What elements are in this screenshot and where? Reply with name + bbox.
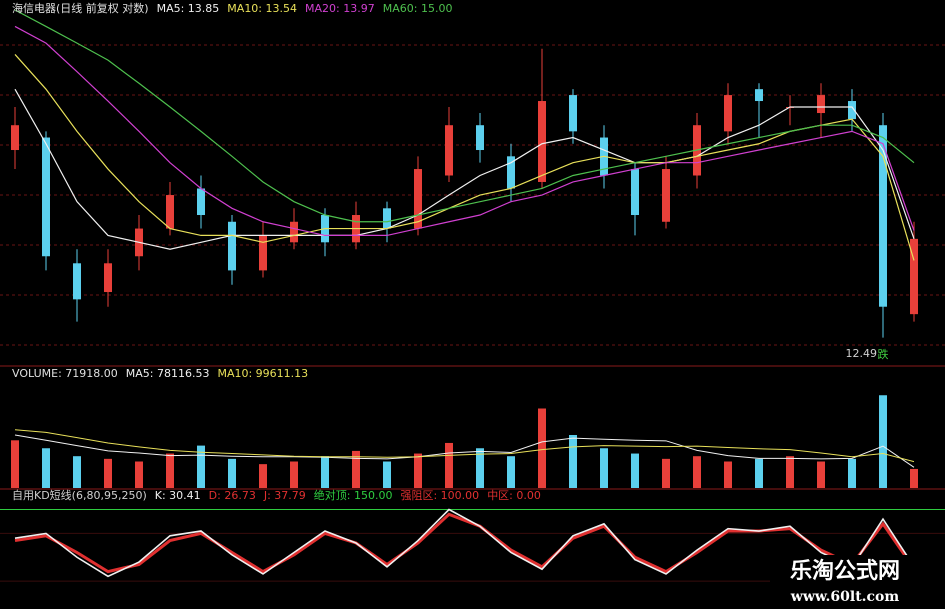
header: 海信电器(日线 前复权 对数) MA5: 13.85 MA10: 13.54 MA20… — [12, 1, 452, 15]
stock-title: 海信电器(日线 前复权 对数) — [12, 1, 149, 15]
volume-bar — [445, 442, 453, 488]
ma-legend: MA60: 15.00 — [383, 2, 453, 15]
volume-bar — [476, 448, 484, 488]
candle-body — [414, 169, 422, 229]
candle-body — [631, 169, 639, 216]
candle-body — [104, 263, 112, 293]
header: 自用KD短线(6,80,95,250) K: 30.41 D: 26.73 J: 37… — [12, 488, 541, 502]
level-legend: 绝对顶: 150.00 — [314, 488, 393, 502]
ma-line — [14, 25, 915, 237]
volume-bar — [755, 458, 763, 488]
candle-body — [42, 137, 50, 257]
volume-bar — [352, 450, 360, 488]
volume-bar — [290, 461, 298, 488]
volume-ma-line — [14, 434, 915, 468]
volume-bar — [786, 456, 794, 488]
volume-bar — [11, 440, 19, 488]
candle-body — [848, 101, 856, 120]
candle-body — [755, 89, 763, 102]
candle-body — [724, 95, 732, 132]
candle-body — [662, 169, 670, 222]
volume-ma-legend: MA5: 78116.53 — [126, 367, 210, 380]
volume-bar — [724, 461, 732, 488]
kd-legend: D: 26.73 — [209, 489, 256, 502]
volume-bar — [197, 445, 205, 488]
volume-ma-line — [14, 429, 915, 463]
volume-bar — [538, 408, 546, 488]
candle-body — [228, 221, 236, 271]
candle-body — [507, 156, 515, 189]
volume-bar — [662, 458, 670, 488]
ma-line — [14, 9, 915, 223]
volume-bar — [848, 458, 856, 488]
candle-body — [73, 263, 81, 300]
candle-body — [290, 221, 298, 243]
kd-legend: K: 30.41 — [155, 489, 201, 502]
volume-bar — [910, 468, 918, 488]
volume-ma-legend: MA10: 99611.13 — [217, 367, 308, 380]
watermark-box — [770, 555, 945, 609]
candle-body — [445, 125, 453, 176]
volume-bar — [569, 435, 577, 488]
level-legend: 强阻区: 100.00 — [400, 489, 479, 502]
volume-bar — [228, 458, 236, 488]
watermark-url: www.60lt.com — [790, 589, 900, 605]
ma-legend: MA5: 13.85 — [157, 2, 220, 15]
volume-bar — [73, 456, 81, 488]
candle-body — [538, 101, 546, 182]
candle-body — [476, 125, 484, 151]
volume-bar — [631, 453, 639, 488]
candle-body — [569, 95, 577, 132]
candle-body — [166, 195, 174, 229]
volume-bar — [321, 456, 329, 488]
volume-bar — [104, 458, 112, 488]
min-price-label: 12.49 — [846, 347, 878, 360]
candle-body — [817, 95, 825, 114]
candle-body — [383, 208, 391, 229]
volume-bar — [166, 453, 174, 488]
volume-bar — [42, 448, 50, 488]
j-legend: J: 37.79 — [263, 489, 306, 502]
ma-line — [14, 54, 915, 261]
min-marker: 跌 — [878, 347, 889, 361]
volume-bar — [135, 461, 143, 488]
ma-legend: MA20: 13.97 — [305, 2, 375, 15]
candle-body — [259, 235, 267, 271]
volume-bar — [693, 456, 701, 488]
watermark-title: 乐淘公式网 — [790, 558, 900, 584]
volume-bar — [259, 464, 267, 488]
volume-bar — [817, 461, 825, 488]
volume-bar — [414, 453, 422, 488]
volume-bar — [600, 448, 608, 488]
ma-line — [14, 88, 915, 250]
candle-body — [910, 238, 918, 315]
kd-line — [14, 508, 915, 578]
candle-body — [197, 188, 205, 216]
indicator-title: 自用KD短线(6,80,95,250) — [12, 488, 147, 502]
volume-legend: VOLUME: 71918.00 — [12, 367, 118, 380]
volume-bar — [507, 456, 515, 488]
candle-body — [11, 125, 19, 151]
level-legend: 中区: 0.00 — [487, 489, 541, 502]
ma-legend: MA10: 13.54 — [227, 2, 297, 15]
candle-body — [879, 125, 887, 307]
volume-bar — [383, 461, 391, 488]
header: VOLUME: 71918.00 MA5: 78116.53 MA10: 99611… — [12, 367, 308, 380]
volume-bar — [879, 395, 887, 488]
